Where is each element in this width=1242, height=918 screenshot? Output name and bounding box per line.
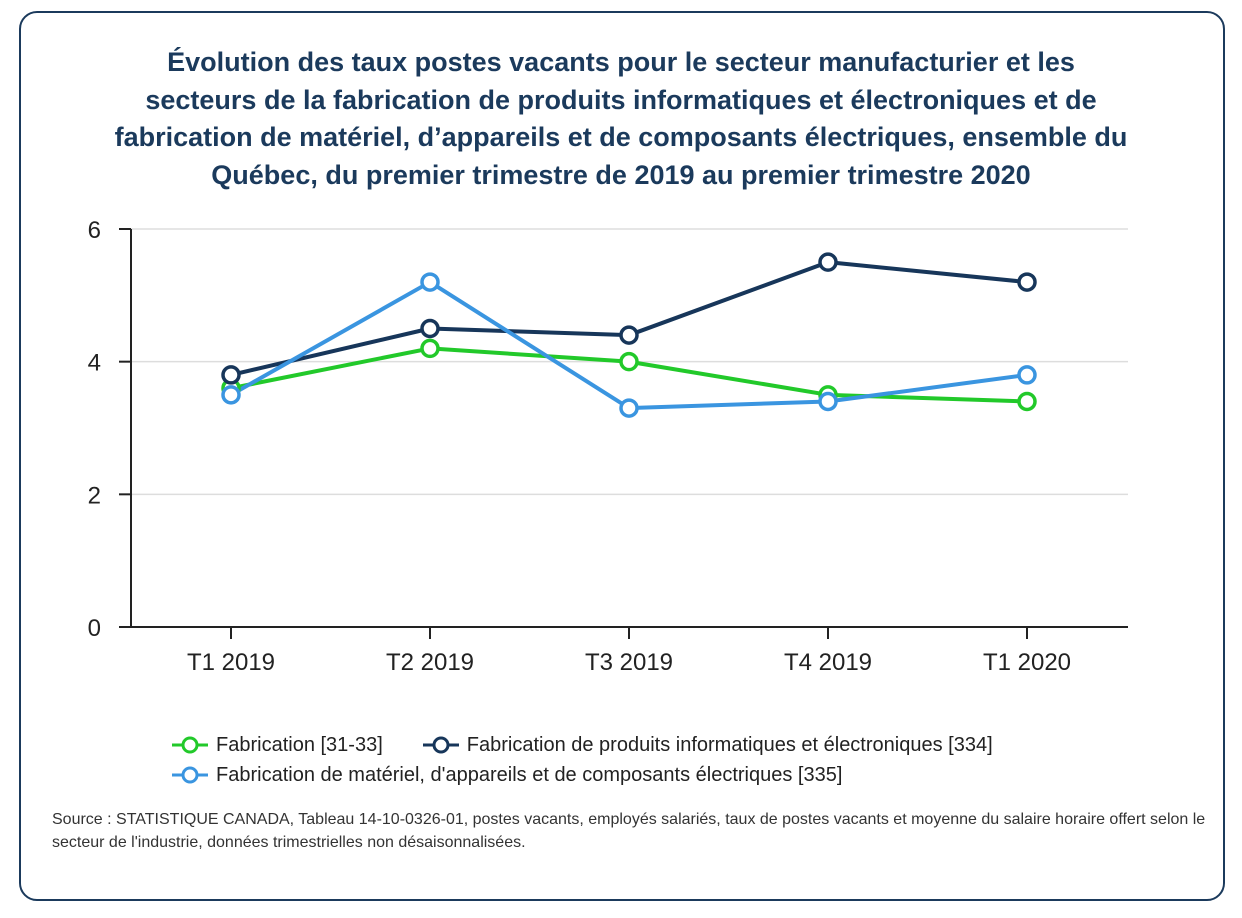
data-point <box>221 385 241 405</box>
source-note: Source : STATISTIQUE CANADA, Tableau 14-… <box>52 811 1206 851</box>
data-point <box>619 325 639 345</box>
title-line: secteurs de la fabrication de produits i… <box>145 84 1097 115</box>
y-tick-label: 6 <box>88 217 101 244</box>
legend: Fabrication [31-33] Fabrication de produ… <box>172 730 1132 790</box>
legend-label: Fabrication de produits informatiques et… <box>466 733 993 756</box>
axes: 0 2 4 6 T1 2019 T2 2019 T3 2019 T4 2019 T1 2020 <box>88 217 1128 676</box>
data-point <box>619 398 639 418</box>
y-tick-label: 0 <box>88 615 101 642</box>
legend-row: Fabrication de matériel, d'appareils et … <box>172 760 1132 790</box>
legend-marker-icon <box>172 766 208 784</box>
data-point <box>420 318 440 339</box>
x-tick-label: T3 2019 <box>585 649 673 676</box>
data-point <box>619 351 639 372</box>
data-point <box>420 338 440 359</box>
legend-item-electrique[interactable]: Fabrication de matériel, d'appareils et … <box>172 764 842 787</box>
chart-title: Évolution des taux postes vacants pour l… <box>60 44 1182 194</box>
data-point <box>221 365 241 385</box>
x-tick-label: T1 2020 <box>983 649 1071 676</box>
y-tick-label: 4 <box>88 350 101 377</box>
y-tick-label: 2 <box>88 482 101 509</box>
legend-marker-icon <box>172 736 208 754</box>
data-point <box>818 252 838 272</box>
chart-card <box>19 11 1225 901</box>
title-line: Québec, du premier trimestre de 2019 au … <box>211 159 1031 190</box>
legend-marker-icon <box>422 736 459 754</box>
title-line: Évolution des taux postes vacants pour l… <box>167 47 1075 77</box>
x-tick-label: T4 2019 <box>784 649 872 676</box>
x-tick-label: T1 2019 <box>187 649 275 676</box>
legend-label: Fabrication de matériel, d'appareils et … <box>216 763 843 786</box>
title-line: fabrication de matériel, d’appareils et … <box>114 122 1128 152</box>
legend-item-informatique[interactable]: Fabrication de produits informatiques et… <box>422 733 993 757</box>
data-point <box>1017 272 1037 292</box>
legend-label: Fabrication [31-33] <box>216 733 383 756</box>
legend-item-fabrication[interactable]: Fabrication [31-33] <box>172 734 383 757</box>
series-group <box>221 252 1037 418</box>
x-tick-label: T2 2019 <box>386 649 474 676</box>
data-point <box>1017 365 1037 385</box>
legend-row: Fabrication [31-33] Fabrication de produ… <box>172 730 1132 760</box>
data-point <box>1017 391 1037 412</box>
data-point <box>818 391 838 412</box>
data-point <box>420 272 440 292</box>
